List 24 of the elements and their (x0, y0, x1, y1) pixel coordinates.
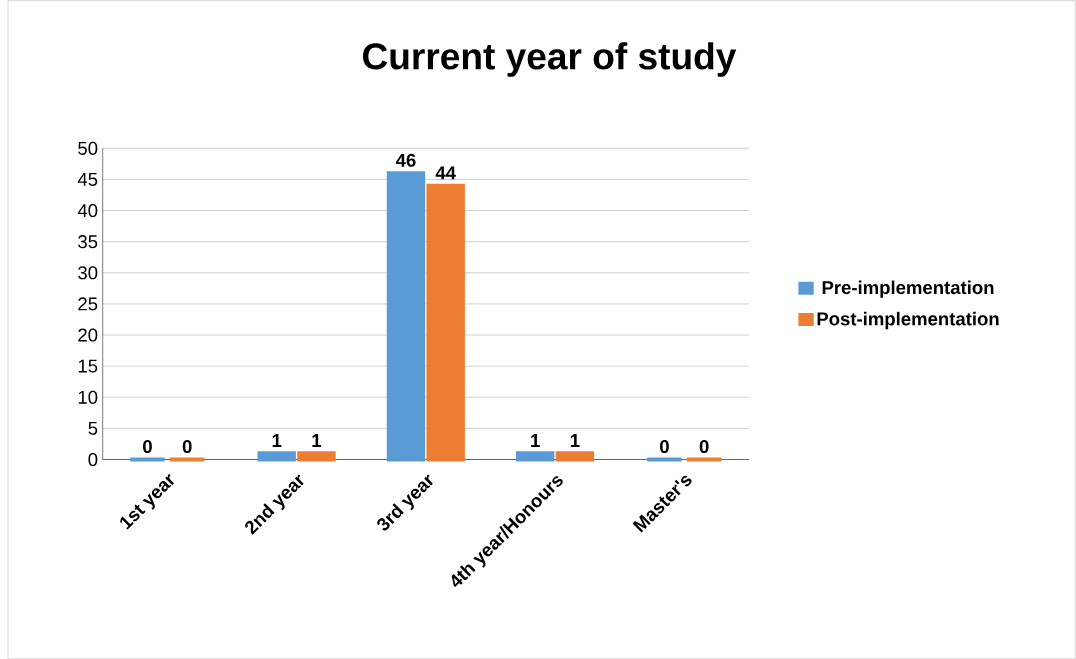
data-label: 1 (531, 433, 540, 447)
data-label: 0 (699, 439, 709, 453)
data-label: 1 (272, 433, 282, 447)
y-tick-label: 45 (77, 172, 98, 186)
y-tick-label: 0 (88, 452, 98, 466)
data-label: 46 (395, 153, 416, 167)
y-tick-label: 25 (78, 297, 98, 311)
data-label: 0 (182, 439, 192, 453)
chart-title: Current year of study (362, 42, 737, 77)
y-tick-label: 10 (78, 390, 98, 404)
data-label: 1 (570, 433, 580, 447)
y-tick-label: 40 (77, 203, 98, 217)
y-tick-label: 5 (88, 421, 98, 435)
y-tick-label: 20 (78, 328, 98, 342)
data-label: 44 (435, 166, 456, 180)
y-tick-label: 15 (78, 359, 98, 373)
y-tick-label: 50 (78, 141, 98, 155)
y-tick-label: 30 (78, 265, 98, 280)
data-label: 0 (660, 439, 669, 453)
legend-label: Post-implementation (817, 311, 999, 329)
y-tick-label: 35 (78, 234, 98, 249)
data-label: 1 (312, 433, 322, 447)
data-label: 0 (143, 439, 152, 453)
legend-label: Pre-implementation (822, 280, 994, 298)
